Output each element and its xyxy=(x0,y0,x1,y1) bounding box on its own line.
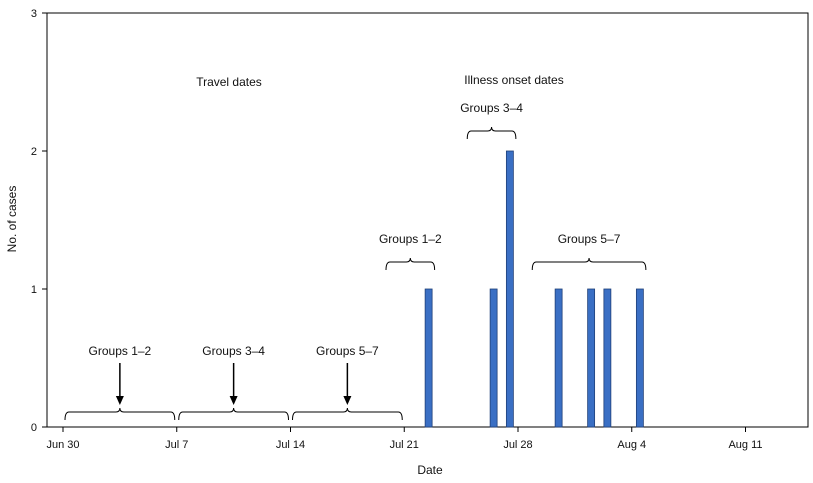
illness-group-label: Groups 3–4 xyxy=(460,101,523,115)
y-tick-label: 0 xyxy=(31,422,37,434)
illness-group-brace xyxy=(385,257,436,271)
case-bar xyxy=(603,288,612,428)
x-tick-label: Jun 30 xyxy=(46,439,79,451)
travel-group-brace xyxy=(64,407,176,421)
travel-group-brace xyxy=(178,407,289,421)
x-tick-label: Jul 21 xyxy=(390,439,419,451)
y-tick-label: 1 xyxy=(31,284,37,296)
travel-group-label: Groups 5–7 xyxy=(316,344,379,358)
travel-group-brace xyxy=(292,407,403,421)
y-axis-label: No. of cases xyxy=(5,186,19,253)
illness-group-label: Groups 5–7 xyxy=(558,232,621,246)
annotations-layer: Groups 1–2 Groups 3–4 Groups 5–7 Groups 1–2… xyxy=(64,101,647,421)
x-tick-label: Jul 28 xyxy=(503,439,532,451)
travel-group-arrow-head xyxy=(343,396,352,405)
ticks-layer: 0 1 2 3 Jun 30 Jul 7 Jul 14 Jul 21 Jul 28 Aug 4 Au… xyxy=(31,8,763,451)
travel-dates-label: Travel dates xyxy=(196,75,262,89)
x-tick-label: Aug 11 xyxy=(728,439,762,451)
x-tick-label: Jul 14 xyxy=(276,439,305,451)
y-tick-label: 2 xyxy=(31,146,37,158)
case-bar xyxy=(505,150,514,428)
illness-onset-label: Illness onset dates xyxy=(464,73,563,87)
travel-group-arrow-head xyxy=(229,396,238,405)
case-bar xyxy=(424,288,433,428)
illness-group-label: Groups 1–2 xyxy=(379,232,442,246)
x-tick-label: Aug 4 xyxy=(617,439,646,451)
case-bar xyxy=(554,288,563,428)
travel-group-arrow-head xyxy=(115,396,124,405)
travel-group-label: Groups 1–2 xyxy=(89,344,152,358)
illness-group-brace xyxy=(466,126,517,140)
travel-group-label: Groups 3–4 xyxy=(202,344,265,358)
case-bar xyxy=(587,288,596,428)
x-tick-label: Jul 7 xyxy=(165,439,188,451)
bars-layer xyxy=(424,150,644,428)
case-bar xyxy=(635,288,644,428)
x-axis-label: Date xyxy=(417,463,443,477)
illness-group-brace xyxy=(531,257,647,271)
case-bar xyxy=(489,288,498,428)
y-tick-label: 3 xyxy=(31,8,37,20)
